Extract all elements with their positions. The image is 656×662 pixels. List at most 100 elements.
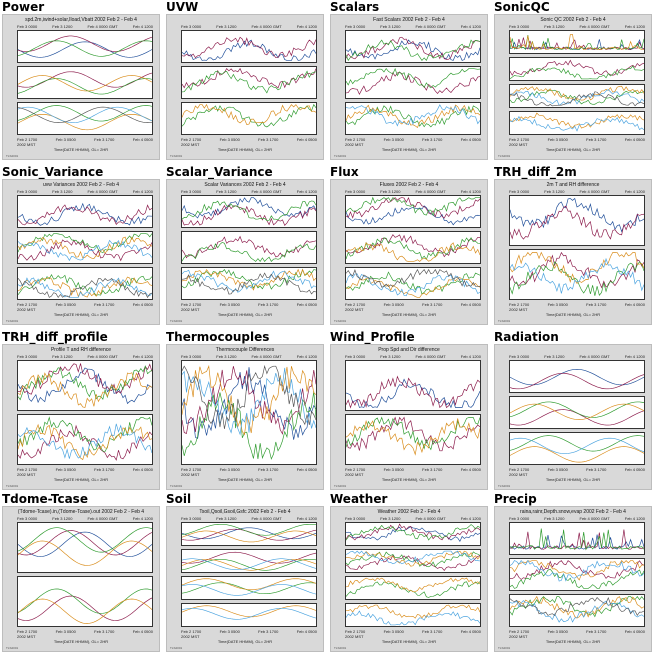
tick-label: Feb 4 0000 GMT <box>579 516 610 521</box>
thumbnail-cell[interactable]: Wind_Profile Prop Spd and Dir difference F… <box>328 330 492 495</box>
thumbnail-title[interactable]: Power <box>2 0 45 14</box>
thumbnail-title[interactable]: Sonic_Variance <box>2 165 104 179</box>
thumbnail-title[interactable]: Thermocouples <box>166 330 270 344</box>
tick-label: Feb 4 1200 <box>132 24 153 29</box>
thumbnail-cell[interactable]: Precip raina,rainr,Depth.snow,evap 2002 F… <box>492 492 656 657</box>
thumbnail-title[interactable]: TRH_diff_profile <box>2 330 108 344</box>
tick-label: Feb 2 1700 <box>509 137 530 142</box>
thumbnail-title[interactable]: Weather <box>330 492 388 506</box>
plot-thumbnail[interactable]: Tsoil,Qsoil,Gsoil,Gsfc 2002 Feb 2 - Feb … <box>166 506 324 652</box>
plot-thumbnail[interactable]: Fluxes 2002 Feb 2 - Feb 4 Feb 3 0000 Feb 3… <box>330 179 488 325</box>
plot-thumbnail[interactable]: Thermocouple Differences Feb 3 0000 Feb 3 … <box>166 344 324 490</box>
plot-thumbnail[interactable]: Fast Scalars 2002 Feb 2 - Feb 4 Feb 3 000… <box>330 14 488 160</box>
thumbnail-title[interactable]: Scalar_Variance <box>166 165 273 179</box>
thumbnail-cell[interactable]: SonicQC Sonic QC 2002 Feb 2 - Feb 4 Feb 3 … <box>492 0 656 165</box>
thumbnail-title[interactable]: Scalars <box>330 0 380 14</box>
series-line <box>18 106 152 124</box>
series-line <box>346 197 480 219</box>
tick-label: Feb 4 0000 GMT <box>87 516 118 521</box>
thumbnail-title[interactable]: TRH_diff_2m <box>494 165 577 179</box>
thumbnail-title[interactable]: SonicQC <box>494 0 550 14</box>
series-line <box>18 367 152 405</box>
plot-title: spd.2m,iwind+solar,Iload,Vbatt 2002 Feb … <box>25 17 137 23</box>
thumbnail-cell[interactable]: Radiation Feb 3 0000 Feb 3 1200 Feb 4 0000 … <box>492 330 656 495</box>
tick-label: Feb 2 1700 <box>509 629 530 634</box>
x-axis-label: Time(DATE HHMM), GL= 2HR <box>217 477 273 482</box>
plot-thumbnail[interactable]: Feb 3 0000 Feb 3 1200 Feb 4 0000 GMT Feb 4 … <box>494 344 652 490</box>
panel-chart <box>346 375 480 409</box>
plot-panel <box>345 549 481 573</box>
thumbnail-cell[interactable]: Soil Tsoil,Qsoil,Gsoil,Gsfc 2002 Feb 2 - … <box>164 492 328 657</box>
tick-label: Feb 4 0000 GMT <box>251 189 282 194</box>
thumbnail-title[interactable]: Wind_Profile <box>330 330 415 344</box>
series-line <box>182 367 316 436</box>
thumbnail-cell[interactable]: Sonic_Variance uvw Variances 2002 Feb 2 -… <box>0 165 164 330</box>
tick-label: Feb 3 0000 <box>17 354 38 359</box>
panel-chart <box>182 364 316 460</box>
plot-thumbnail[interactable]: Weather 2002 Feb 2 - Feb 4 Feb 3 0000 Feb … <box>330 506 488 652</box>
thumbnail-cell[interactable]: Scalar_Variance Scalar Variances 2002 Feb… <box>164 165 328 330</box>
tick-label: Feb 3 0500 <box>383 137 404 142</box>
x-axis-top-ticks: Feb 3 0000 Feb 3 1200 Feb 4 0000 GMT Feb 4 … <box>17 189 153 194</box>
tick-label: Feb 3 0500 <box>547 467 568 472</box>
tick-label: Feb 3 0500 <box>55 137 76 142</box>
tick-label: Feb 3 1700 <box>422 137 443 142</box>
tick-label: Feb 4 1200 <box>460 189 481 194</box>
plot-thumbnail[interactable]: Feb 3 0000 Feb 3 1200 Feb 4 0000 GMT Feb 4 … <box>166 14 324 160</box>
footer-label: TLS2001 <box>498 484 511 488</box>
thumbnail-cell[interactable]: UVW Feb 3 0000 Feb 3 1200 Feb 4 0000 GMT Feb… <box>164 0 328 165</box>
plot-thumbnail[interactable]: (Tdome-Tcase).in,(Tdome-Tcase).out 2002 … <box>2 506 160 652</box>
thumbnail-cell[interactable]: Thermocouples Thermocouple Differences Feb… <box>164 330 328 495</box>
plot-panel <box>181 66 317 99</box>
plot-thumbnail[interactable]: Prop Spd and Dir difference Feb 3 0000 Feb… <box>330 344 488 490</box>
plot-panel <box>17 576 153 627</box>
tick-label: Feb 4 0000 GMT <box>251 24 282 29</box>
series-line <box>346 36 480 60</box>
plot-thumbnail[interactable]: Sonic QC 2002 Feb 2 - Feb 4 Feb 3 0000 Feb… <box>494 14 652 160</box>
plot-thumbnail[interactable]: Profile T and RH difference Feb 3 0000 Feb… <box>2 344 160 490</box>
thumbnail-title[interactable]: Precip <box>494 492 537 506</box>
tick-label: Feb 4 0000 GMT <box>87 24 118 29</box>
tick-label: Feb 3 0000 <box>345 354 366 359</box>
plot-panel <box>345 30 481 63</box>
thumbnail-cell[interactable]: Scalars Fast Scalars 2002 Feb 2 - Feb 4 Fe… <box>328 0 492 165</box>
thumbnail-cell[interactable]: Flux Fluxes 2002 Feb 2 - Feb 4 Feb 3 0000 F… <box>328 165 492 330</box>
thumbnail-title[interactable]: Tdome-Tcase <box>2 492 88 506</box>
thumbnail-cell[interactable]: Power spd.2m,iwind+solar,Iload,Vbatt 2002… <box>0 0 164 165</box>
tick-label: Feb 4 0000 GMT <box>579 189 610 194</box>
thumbnail-cell[interactable]: TRH_diff_2m 2m T and RH difference Feb 3 0… <box>492 165 656 330</box>
series-line <box>182 523 316 536</box>
tick-label: Feb 2 1700 <box>181 467 202 472</box>
plot-panel <box>509 360 645 393</box>
thumbnail-title[interactable]: Radiation <box>494 330 559 344</box>
plot-panel <box>181 522 317 546</box>
thumbnail-cell[interactable]: TRH_diff_profile Profile T and RH differe… <box>0 330 164 495</box>
tick-label: Feb 3 0000 <box>181 189 202 194</box>
thumbnail-cell[interactable]: Tdome-Tcase (Tdome-Tcase).in,(Tdome-Tcase… <box>0 492 164 657</box>
tick-label: Feb 3 0000 <box>17 516 38 521</box>
tick-label: Feb 3 0500 <box>219 629 240 634</box>
thumbnail-title[interactable]: Soil <box>166 492 192 506</box>
plot-thumbnail[interactable]: spd.2m,iwind+solar,Iload,Vbatt 2002 Feb … <box>2 14 160 160</box>
plot-panel <box>17 195 153 228</box>
panel-chart <box>510 528 644 551</box>
plot-thumbnail[interactable]: raina,rainr,Depth.snow,evap 2002 Feb 2 -… <box>494 506 652 652</box>
plot-thumbnail[interactable]: uvw Variances 2002 Feb 2 - Feb 4 Feb 3 00… <box>2 179 160 325</box>
plot-panel <box>181 231 317 264</box>
thumbnail-cell[interactable]: Weather Weather 2002 Feb 2 - Feb 4 Feb 3 0… <box>328 492 492 657</box>
tick-label: Feb 3 1700 <box>258 302 279 307</box>
plot-thumbnail[interactable]: Scalar Variances 2002 Feb 2 - Feb 4 Feb 3… <box>166 179 324 325</box>
series-line <box>510 446 644 463</box>
panel-chart <box>18 274 152 299</box>
tick-label: Feb 3 1700 <box>586 467 607 472</box>
series-line <box>510 369 644 386</box>
tick-label: Feb 2 1700 <box>17 467 38 472</box>
series-line <box>182 558 316 571</box>
plot-thumbnail[interactable]: 2m T and RH difference Feb 3 0000 Feb 3 12… <box>494 179 652 325</box>
thumbnail-title[interactable]: Flux <box>330 165 359 179</box>
series-line <box>18 530 152 556</box>
local-time-label: 2002 MST <box>509 634 528 639</box>
thumbnail-title[interactable]: UVW <box>166 0 199 14</box>
tick-label: Feb 3 0000 <box>345 516 366 521</box>
tick-label: Feb 3 1200 <box>544 516 565 521</box>
